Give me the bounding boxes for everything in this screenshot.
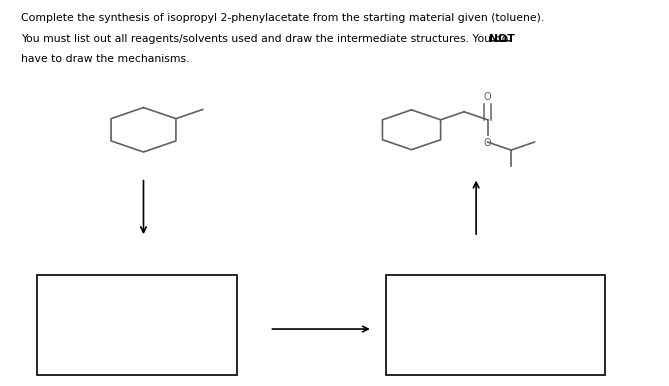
Text: Complete the synthesis of isopropyl 2-phenylacetate from the starting material g: Complete the synthesis of isopropyl 2-ph… bbox=[21, 13, 544, 23]
Bar bbox=[386, 275, 605, 375]
Text: O: O bbox=[484, 138, 492, 148]
Bar bbox=[37, 275, 237, 375]
Text: O: O bbox=[484, 92, 492, 102]
Text: have to draw the mechanisms.: have to draw the mechanisms. bbox=[21, 54, 189, 64]
Text: You must list out all reagents/solvents used and draw the intermediate structure: You must list out all reagents/solvents … bbox=[21, 34, 512, 44]
Text: NOT: NOT bbox=[489, 34, 514, 44]
